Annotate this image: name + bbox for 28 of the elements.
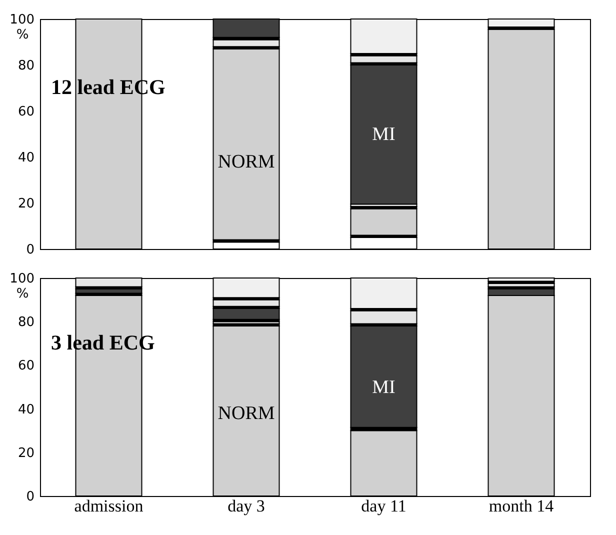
annotation: NORM xyxy=(218,152,275,173)
y-tick-label: 0 xyxy=(26,490,34,504)
y-axis-title: % xyxy=(16,286,29,302)
bar xyxy=(350,325,418,428)
y-tick-label: 100 xyxy=(10,12,34,28)
y-tick-label: 80 xyxy=(18,58,34,74)
y-tick-label: 40 xyxy=(18,150,34,166)
annotation: MI xyxy=(372,377,396,398)
bar xyxy=(350,310,418,324)
y-tick-label: 60 xyxy=(18,358,34,374)
y-tick-label: 80 xyxy=(18,315,34,330)
bar xyxy=(350,64,418,205)
annotation: NORM xyxy=(218,403,275,424)
x-tick-label: admission xyxy=(74,496,144,516)
y-tick-label: 100 xyxy=(10,272,34,286)
bar xyxy=(212,308,280,320)
bar xyxy=(212,48,280,240)
annotation: MI xyxy=(372,124,396,145)
y-tick-label: 60 xyxy=(18,104,34,120)
bar xyxy=(350,208,418,236)
x-tick-label: month 14 xyxy=(488,496,554,516)
y-tick-label: 0 xyxy=(26,242,34,258)
y-tick-label: 40 xyxy=(18,402,34,418)
x-tick-label: day 11 xyxy=(361,496,406,516)
y-tick-label: 20 xyxy=(18,196,34,212)
x-tick-label: day 3 xyxy=(228,496,265,516)
y-axis-title: % xyxy=(16,28,29,42)
y-tick-label: 20 xyxy=(18,446,34,461)
